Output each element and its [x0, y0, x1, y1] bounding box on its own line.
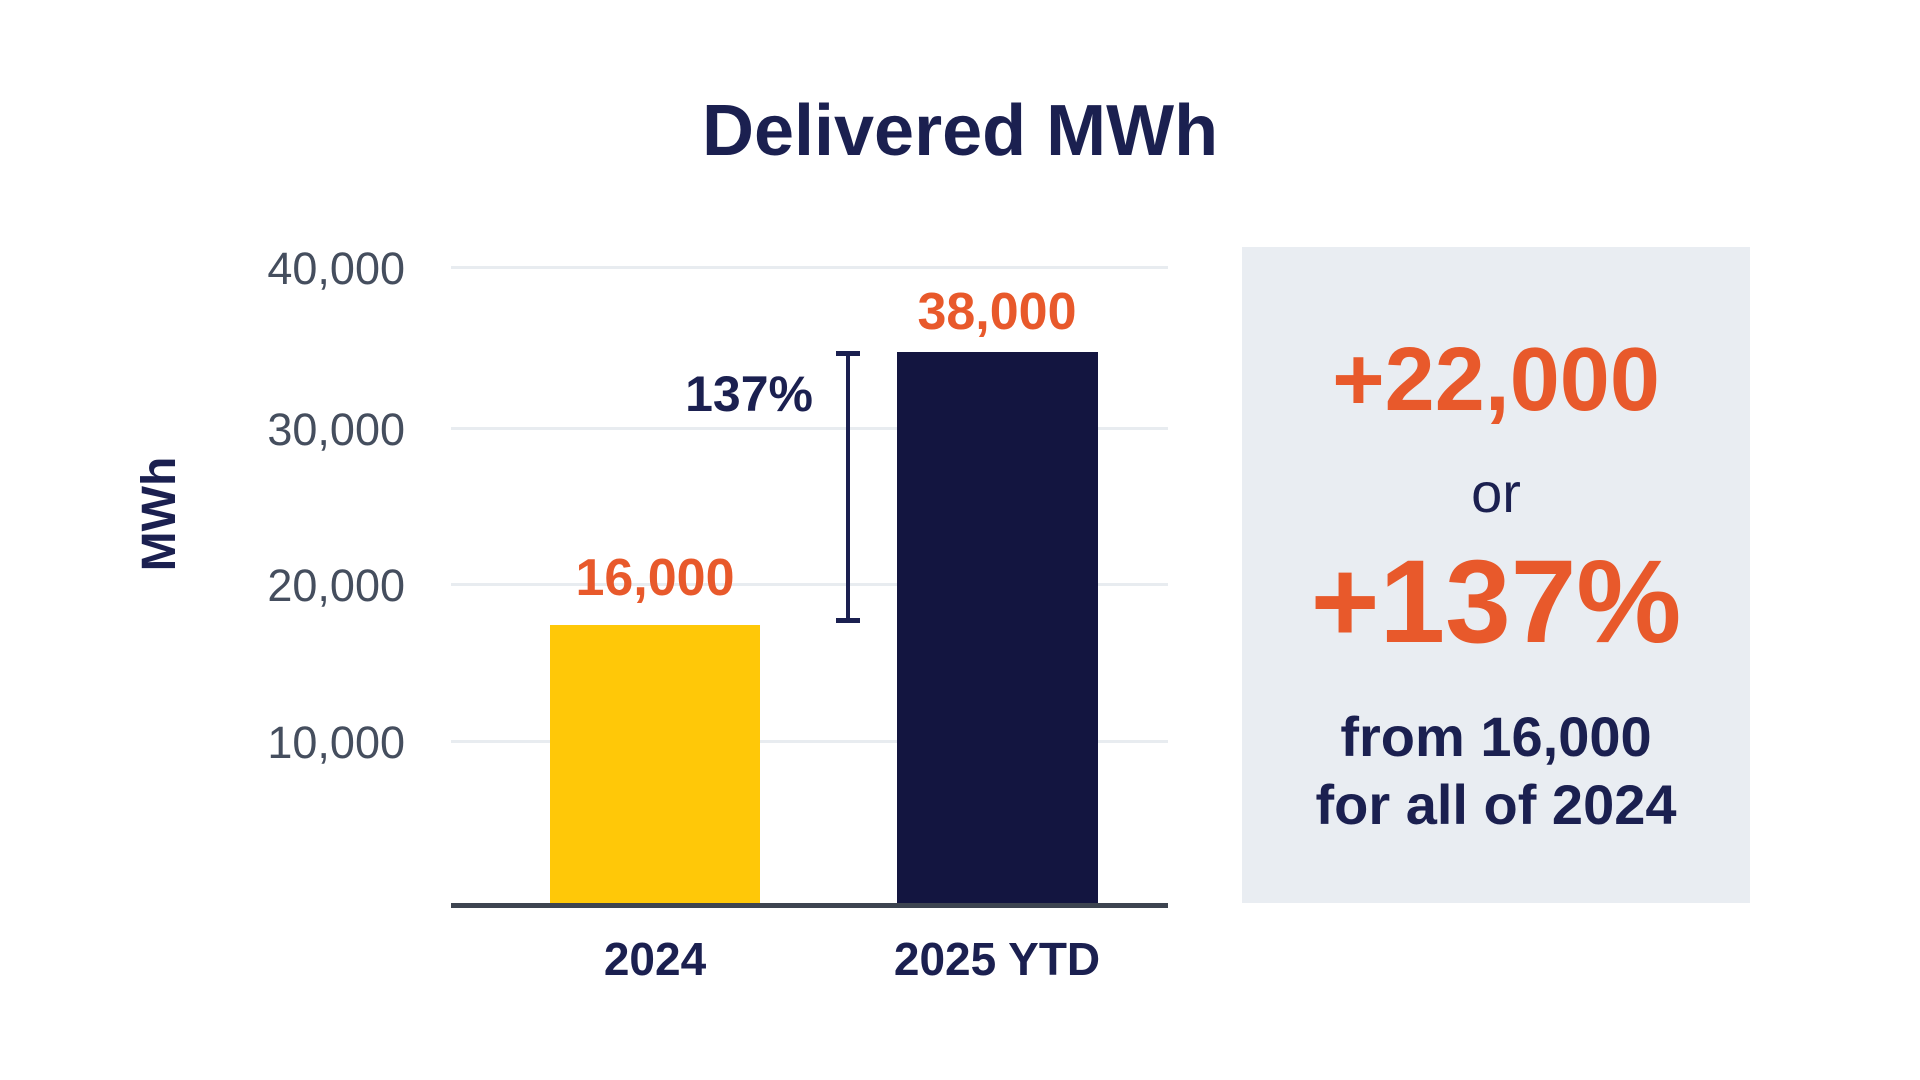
comparison-note-line1: from 16,000	[1340, 705, 1652, 768]
summary-panel: +22,000 or +137% from 16,000 for all of …	[1242, 247, 1750, 903]
gridline-20000	[451, 583, 1168, 586]
y-tick-30000: 30,000	[267, 404, 405, 455]
x-tick-2025-ytd: 2025 YTD	[893, 933, 1101, 985]
y-tick-20000: 20,000	[267, 560, 405, 611]
x-tick-2024: 2024	[603, 933, 707, 985]
chart-title: Delivered MWh	[701, 91, 1219, 171]
delta-value-text: +22,000	[1332, 330, 1660, 430]
conjunction-text: or	[1471, 461, 1521, 524]
comparison-note-line2: for all of 2024	[1315, 773, 1677, 836]
x-axis-line	[451, 903, 1168, 908]
y-tick-40000: 40,000	[267, 243, 405, 294]
growth-bracket-cap-bottom	[836, 618, 860, 623]
y-tick-10000: 10,000	[267, 717, 405, 768]
y-axis-label: MWh	[133, 456, 186, 572]
growth-bracket-cap-top	[836, 351, 860, 356]
bar-2024	[550, 625, 760, 903]
gridline-10000	[451, 740, 1168, 743]
gridline-40000	[451, 266, 1168, 269]
delta-percent-text: +137%	[1310, 536, 1682, 668]
bar-value-label-2025-ytd: 38,000	[917, 283, 1077, 341]
gridline-30000	[451, 427, 1168, 430]
growth-bracket-line	[846, 353, 850, 621]
bar-value-label-2024: 16,000	[575, 549, 735, 607]
growth-percent-annotation: 137%	[685, 366, 813, 422]
bar-2025-ytd	[897, 352, 1098, 903]
